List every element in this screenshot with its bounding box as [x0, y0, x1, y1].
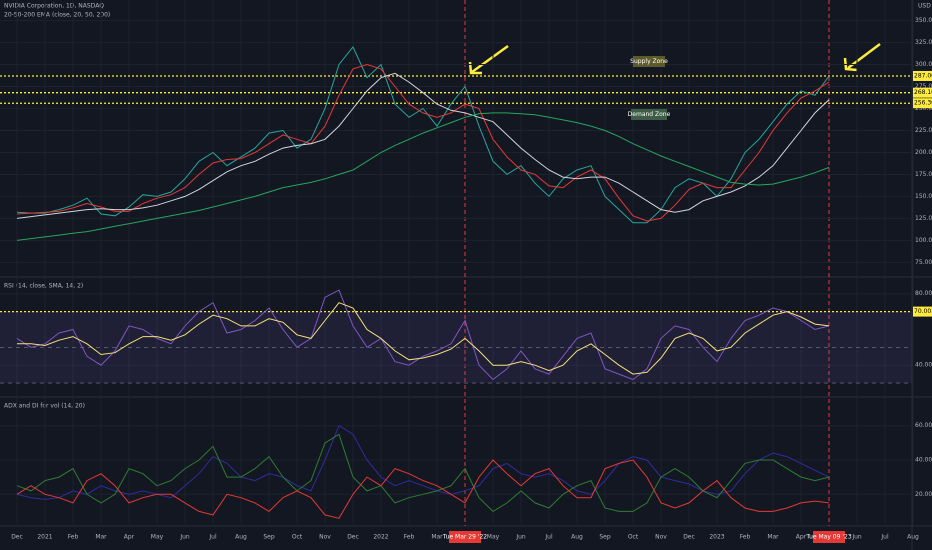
x-tick-label: Jul — [880, 534, 889, 541]
x-tick-label: Nov — [655, 534, 667, 541]
x-tick-label: 2021 — [37, 534, 52, 541]
y-tick-label: 40.00 — [915, 362, 932, 369]
x-tick-label: Nov — [319, 534, 331, 541]
y-tick-label: 100.00 — [915, 237, 932, 244]
x-tick-label: Jun — [515, 534, 526, 541]
x-tick-label: Apr — [796, 534, 807, 541]
y-tick-label: 350.00 — [915, 17, 932, 24]
series-line — [16, 63, 830, 222]
arrow — [468, 44, 509, 75]
pane-title: RSI (14, close, SMA, 14, 2) — [4, 283, 83, 290]
indicator-title: 20-50-200 EMA (close, 20, 50, 200) — [4, 12, 110, 19]
series-line — [16, 112, 830, 241]
x-tick-label: Jul — [208, 534, 217, 541]
unit-label: USD — [918, 3, 931, 10]
x-tick-label: 2022 — [373, 534, 388, 541]
x-tick-label: Sep — [599, 534, 611, 541]
x-tick-label: Dec — [11, 534, 23, 541]
x-tick-label: 2023 — [709, 534, 724, 541]
series-line — [17, 302, 830, 375]
annotations: Supply Zone Demand Zone — [628, 56, 671, 120]
x-tick-label: Jun — [851, 534, 862, 541]
annotation-box — [631, 109, 667, 120]
x-tick-label: Dec — [683, 534, 695, 541]
x-tick-label: Feb — [404, 534, 415, 541]
y-tick-label: 20.00 — [915, 491, 932, 498]
y-tick-label: 75.00 — [915, 259, 932, 266]
y-tick-label: 175.00 — [915, 171, 932, 178]
x-tick-label: Oct — [628, 534, 639, 541]
crosshair-label-bg — [813, 531, 845, 543]
y-tick-label: 60.00 — [915, 422, 932, 429]
x-tick-label: Tue May 09 '23 — [805, 534, 851, 541]
annotation-box — [633, 56, 665, 67]
series-line — [16, 289, 830, 381]
annotation: Supply Zone — [630, 58, 668, 65]
x-tick-label: Aug — [907, 534, 919, 541]
x-tick-label: Mar — [95, 534, 107, 541]
x-tick-label: Aug — [571, 534, 583, 541]
chart-title: NVIDIA Corporation, 1D, NASDAQ — [4, 3, 104, 10]
level-label: 70.00 — [914, 308, 931, 315]
series-line — [16, 46, 830, 224]
y-tick-label: 125.00 — [915, 215, 932, 222]
series-line — [16, 424, 830, 500]
y-tick-label: 325.00 — [915, 39, 932, 46]
series-line — [16, 459, 830, 519]
level-label-bg — [913, 70, 932, 81]
series-line — [16, 72, 830, 219]
x-tick-label: Feb — [68, 534, 79, 541]
y-tick-label: 300.00 — [915, 61, 932, 68]
x-tick-label: Jul — [544, 534, 553, 541]
y-tick-label: 250.00 — [915, 105, 932, 112]
x-tick-label: Jun — [179, 534, 190, 541]
x-tick-label: Dec — [347, 534, 359, 541]
level-label-bg — [913, 98, 932, 109]
y-tick-label: 80.00 — [915, 290, 932, 297]
y-tick-label: 275.00 — [915, 83, 932, 90]
x-tick-label: Mar — [767, 534, 779, 541]
series-line — [16, 433, 830, 513]
level-label: 256.30 — [914, 100, 932, 107]
x-tick-label: Feb — [740, 534, 751, 541]
y-tick-label: 200.00 — [915, 149, 932, 156]
y-tick-label: 225.00 — [915, 127, 932, 134]
level-label-bg — [913, 87, 932, 98]
annotation: Demand Zone — [628, 111, 671, 118]
y-tick-label: 40.00 — [915, 457, 932, 464]
arrow — [843, 43, 881, 72]
pane-title: ADX and DI for vol (14, 20) — [4, 403, 85, 410]
x-tick-label: Mar — [431, 534, 443, 541]
level-label: 268.10 — [914, 89, 932, 96]
x-tick-label: May — [151, 534, 164, 541]
x-tick-label: Sep — [263, 534, 275, 541]
x-tick-label: Tue Mar 29 '22 — [442, 534, 487, 541]
level-label: 287.00 — [914, 72, 932, 79]
y-tick-label: 150.00 — [915, 193, 932, 200]
x-tick-label: May — [487, 534, 500, 541]
crosshair-label-bg — [449, 531, 481, 543]
level-label-bg — [913, 306, 932, 317]
x-tick-label: Aug — [235, 534, 247, 541]
x-tick-label: Apr — [124, 534, 135, 541]
x-tick-label: Oct — [292, 534, 303, 541]
